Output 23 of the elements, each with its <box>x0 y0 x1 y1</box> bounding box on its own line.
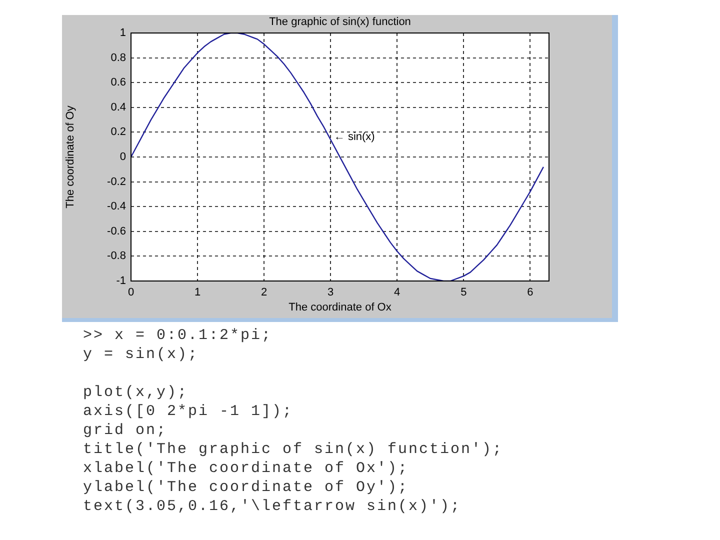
text: >> x = 0:0.1:2*pi; y = sin(x); plot(x,y); axis([0 2*pi -1 1]); grid on; title('The graphic of sin(x) function'); xlabel('The coordinate of Ox'); ylabel('The coordinate of Oy'); text(3.05,0.16,'\leftarrow sin(x)'); <box>83 327 504 515</box>
y-tick-label: 1 <box>120 27 126 40</box>
x-tick-label: 1 <box>194 286 201 299</box>
x-tick-label: 4 <box>394 286 400 299</box>
x-tick-label: 3 <box>328 286 334 299</box>
y-tick-label: -0.6 <box>107 225 126 238</box>
y-tick-label: -0.2 <box>107 176 126 188</box>
x-tick-label: 6 <box>527 286 534 299</box>
y-tick-label: -0.8 <box>107 250 126 262</box>
y-axis-title: The coordinate of Oy <box>64 105 77 208</box>
x-tick-label: 2 <box>260 286 268 299</box>
chart-title: The graphic of sin(x) function <box>269 16 411 28</box>
y-tick-label: 0.4 <box>110 101 126 114</box>
annotation: ← sin(x) <box>334 131 375 144</box>
x-tick-label: 5 <box>460 286 467 299</box>
y-tick-label: 0.8 <box>110 52 126 64</box>
y-tick-label: -1 <box>116 275 126 288</box>
x-axis-title: The coordinate of Ox <box>288 301 392 314</box>
y-tick-label: -0.4 <box>107 200 126 213</box>
y-tick-label: 0.6 <box>110 76 126 89</box>
y-tick-label: 0.2 <box>110 126 126 138</box>
x-tick-label: 0 <box>128 286 134 299</box>
y-tick-label: 0 <box>120 151 126 164</box>
